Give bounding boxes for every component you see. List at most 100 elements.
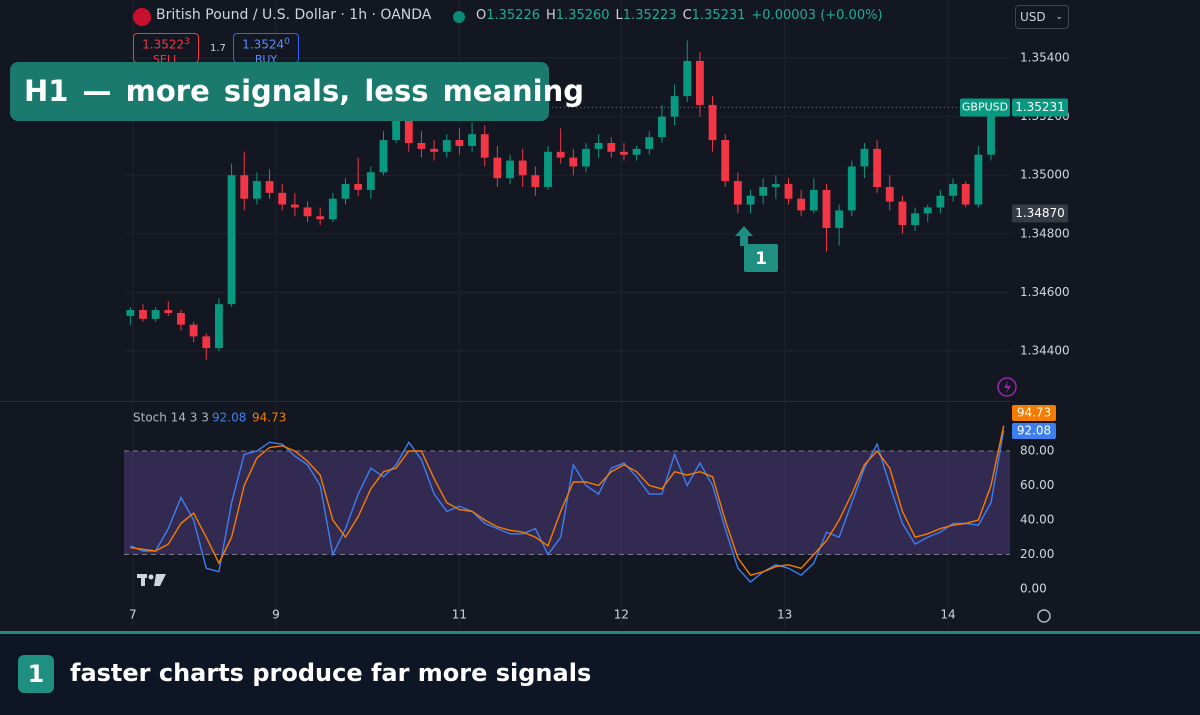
y-tick-label: 1.34800 bbox=[1020, 226, 1070, 240]
candle-body bbox=[151, 310, 160, 319]
chart: Stoch 14 3 3 1.34400 1.34600 1.34800 1.3500… bbox=[0, 0, 1070, 628]
candle-body bbox=[582, 148, 590, 167]
candle-body bbox=[556, 151, 565, 158]
candle-body bbox=[202, 336, 211, 349]
x-tick-label: 14 bbox=[940, 608, 955, 622]
candle-body bbox=[316, 216, 325, 220]
candle-body bbox=[455, 140, 464, 146]
annotation-arrow bbox=[735, 226, 753, 246]
candle-body bbox=[822, 189, 831, 228]
candle-body bbox=[480, 134, 489, 158]
ohlc-value: 1.35231 bbox=[691, 8, 746, 23]
candle-body bbox=[873, 148, 882, 187]
candle-body bbox=[721, 140, 730, 182]
buy-button[interactable]: 1.35240 BUY bbox=[233, 33, 299, 66]
tv-logo bbox=[137, 574, 166, 586]
annotation-marker: 1 bbox=[735, 226, 778, 272]
candle-body bbox=[987, 110, 995, 155]
buy-price: 1.3524 bbox=[242, 37, 285, 52]
dropdown-caret: ⌄ bbox=[1055, 12, 1063, 22]
candle-body bbox=[797, 198, 806, 211]
candle-body bbox=[531, 175, 540, 187]
candle-body bbox=[898, 201, 907, 226]
last-price-label: 1.35231 bbox=[1015, 100, 1065, 114]
candle-body bbox=[835, 210, 844, 228]
indicator-line bbox=[130, 425, 1005, 577]
candle-body bbox=[164, 310, 173, 313]
candle-body bbox=[379, 140, 388, 173]
symbol-flag bbox=[133, 8, 151, 26]
candle-body bbox=[544, 151, 552, 187]
spread: 1.7 bbox=[210, 43, 226, 54]
indicator-line bbox=[130, 429, 1005, 584]
buy-pip: 0 bbox=[284, 37, 290, 47]
candle-body bbox=[126, 310, 135, 316]
candle-body bbox=[177, 312, 185, 325]
settings-icon[interactable] bbox=[1037, 609, 1051, 623]
x-tick-label: 11 bbox=[452, 608, 467, 622]
ohlc-key: C bbox=[682, 8, 692, 23]
candle-body bbox=[949, 184, 957, 196]
candle-body bbox=[961, 184, 970, 205]
ohlc-row: O1.35226 H1.35260 L1.35223 C1.35231 +0.00003… bbox=[476, 8, 883, 23]
candle-body bbox=[290, 204, 299, 208]
marker-price-box bbox=[1012, 204, 1068, 223]
y-tick-label: 60.00 bbox=[1020, 478, 1054, 492]
x-tick-label: 12 bbox=[614, 608, 629, 622]
ohlc-value: 1.35226 bbox=[486, 8, 540, 23]
ohlc-key: L bbox=[615, 8, 623, 23]
x-tick-label: 7 bbox=[129, 608, 137, 622]
candle-body bbox=[430, 148, 439, 152]
annotation-label: 1 bbox=[755, 249, 767, 269]
currency-label: USD bbox=[1020, 10, 1046, 24]
candle-body bbox=[923, 207, 932, 214]
indicator-title: Stoch 14 3 3 bbox=[133, 411, 209, 425]
candle-body bbox=[594, 143, 603, 149]
alert-icon[interactable] bbox=[997, 377, 1017, 397]
logo-part bbox=[141, 574, 145, 586]
axis-value-box bbox=[1012, 405, 1056, 421]
candle-body bbox=[936, 195, 945, 208]
candle-body bbox=[392, 104, 401, 141]
candle-body bbox=[341, 184, 350, 199]
ohlc-key: H bbox=[546, 8, 556, 23]
y-tick-label: 0.00 bbox=[1020, 582, 1047, 596]
y-tick-label: 40.00 bbox=[1020, 512, 1054, 526]
candle-body bbox=[809, 189, 818, 211]
axis-value-label: 92.08 bbox=[1017, 424, 1051, 438]
candle-body bbox=[695, 60, 704, 105]
y-tick-label: 1.35000 bbox=[1020, 168, 1070, 182]
ohlc-value: 1.35260 bbox=[555, 8, 610, 23]
candle-body bbox=[240, 175, 249, 199]
candle-body bbox=[847, 166, 856, 211]
candle-body bbox=[759, 186, 768, 196]
candle-body bbox=[860, 148, 869, 167]
candle-body bbox=[252, 181, 261, 199]
y-tick-label: 80.00 bbox=[1020, 443, 1054, 457]
annotation-box bbox=[744, 244, 778, 272]
axis-value-label: 94.73 bbox=[1017, 406, 1051, 420]
candle-body bbox=[417, 143, 426, 149]
x-tick-label: 9 bbox=[272, 608, 280, 622]
indicator-value: 94.73 bbox=[252, 411, 286, 425]
candle-body bbox=[493, 157, 502, 179]
last-price-box bbox=[1012, 98, 1068, 117]
candle-body bbox=[658, 116, 666, 138]
symbol-label-box bbox=[960, 98, 1010, 117]
market-status bbox=[453, 11, 465, 23]
ohlc-key: O bbox=[476, 8, 487, 23]
currency-select[interactable]: USD ⌄ bbox=[1015, 5, 1069, 29]
candle-body bbox=[670, 96, 679, 117]
caption-badge: 1 bbox=[18, 655, 54, 693]
candle-body bbox=[645, 137, 654, 149]
candle-body bbox=[303, 207, 312, 217]
sell-button[interactable]: 1.35223 SELL bbox=[133, 33, 199, 66]
candle-body bbox=[911, 213, 919, 226]
candle-body bbox=[442, 140, 451, 152]
overlay-banner: H1 — more signals, less meaning bbox=[10, 62, 584, 121]
candle-body bbox=[366, 172, 375, 190]
y-tick-label: 1.35400 bbox=[1020, 51, 1070, 65]
candle-body bbox=[468, 134, 476, 146]
candle-body bbox=[746, 195, 755, 205]
logo-part bbox=[148, 574, 154, 580]
